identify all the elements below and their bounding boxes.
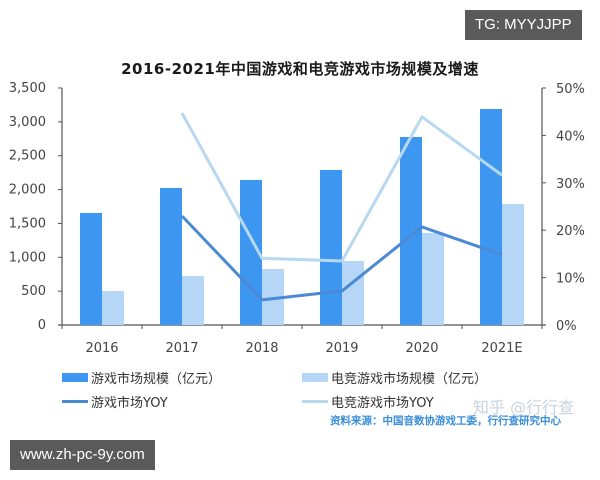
axes [58, 87, 546, 329]
legend-swatch [302, 400, 328, 403]
bar-game-market [400, 136, 422, 325]
right-tick-label: 40% [556, 129, 585, 144]
bar-game-market [80, 212, 102, 325]
watermark: 知乎 @行行查 [473, 398, 575, 417]
left-tick-label: 3,000 [9, 115, 46, 130]
bar-game-market [160, 187, 182, 325]
x-tick-label: 2018 [245, 341, 278, 356]
left-tick-label: 2,000 [9, 183, 46, 198]
yoy-lines [180, 112, 503, 302]
bars [80, 108, 524, 326]
right-tick-label: 30% [556, 177, 585, 192]
chart-title: 2016-2021年中国游戏和电竞游戏市场规模及增速 [121, 60, 479, 78]
left-tick-label: 3,500 [9, 81, 46, 96]
left-tick-label: 2,500 [9, 149, 46, 164]
bar-esports-market [422, 232, 444, 325]
source-note: 资料来源：中国音数协游戏工委，行行查研究中心 [330, 415, 561, 427]
legend-label: 电竞游戏市场规模（亿元） [331, 372, 488, 387]
left-tick-label: 1,500 [9, 216, 46, 231]
bar-game-market [480, 108, 502, 326]
axis-labels: 0 500 1,000 1,500 2,000 2,500 3,000 3,500 0% 10% 2… [9, 81, 585, 356]
left-tick-label: 500 [21, 284, 46, 299]
legend-label: 电竞游戏市场YOY [331, 396, 434, 411]
bar-esports-market [182, 275, 204, 325]
legend-swatch [62, 373, 88, 382]
legend-item-esports-yoy: 电竞游戏市场YOY [302, 392, 434, 411]
bar-esports-market [342, 261, 364, 325]
right-tick-label: 0% [556, 319, 577, 334]
line-game-yoy [180, 214, 503, 302]
legend-item-game-yoy: 游戏市场YOY [62, 392, 168, 411]
bar-esports-market [502, 203, 524, 325]
tg-badge: TG: MYYJJPP [465, 10, 582, 40]
bar-game-market [240, 179, 262, 325]
legend-item-game-market: 游戏市场规模（亿元） [62, 368, 221, 387]
x-tick-label: 2016 [85, 341, 118, 356]
x-tick-label: 2019 [325, 341, 358, 356]
legend-swatch [62, 400, 88, 403]
bar-game-market [320, 169, 342, 325]
legend-swatch [302, 373, 328, 382]
right-tick-label: 50% [556, 82, 585, 97]
url-badge: www.zh-pc-9y.com [10, 440, 155, 470]
legend-label: 游戏市场规模（亿元） [91, 372, 222, 387]
right-tick-label: 20% [556, 224, 585, 239]
line-esports-yoy [180, 112, 503, 263]
right-tick-label: 10% [556, 272, 585, 287]
x-tick-label: 2020 [405, 341, 438, 356]
bar-esports-market [102, 291, 124, 325]
x-tick-label: 2021E [481, 341, 522, 356]
x-tick-label: 2017 [165, 341, 198, 356]
left-tick-label: 1,000 [9, 250, 46, 265]
bar-esports-market [262, 269, 284, 325]
legend-item-esports-market: 电竞游戏市场规模（亿元） [302, 368, 487, 387]
legend-label: 游戏市场YOY [91, 396, 168, 411]
left-tick-label: 0 [38, 318, 46, 333]
